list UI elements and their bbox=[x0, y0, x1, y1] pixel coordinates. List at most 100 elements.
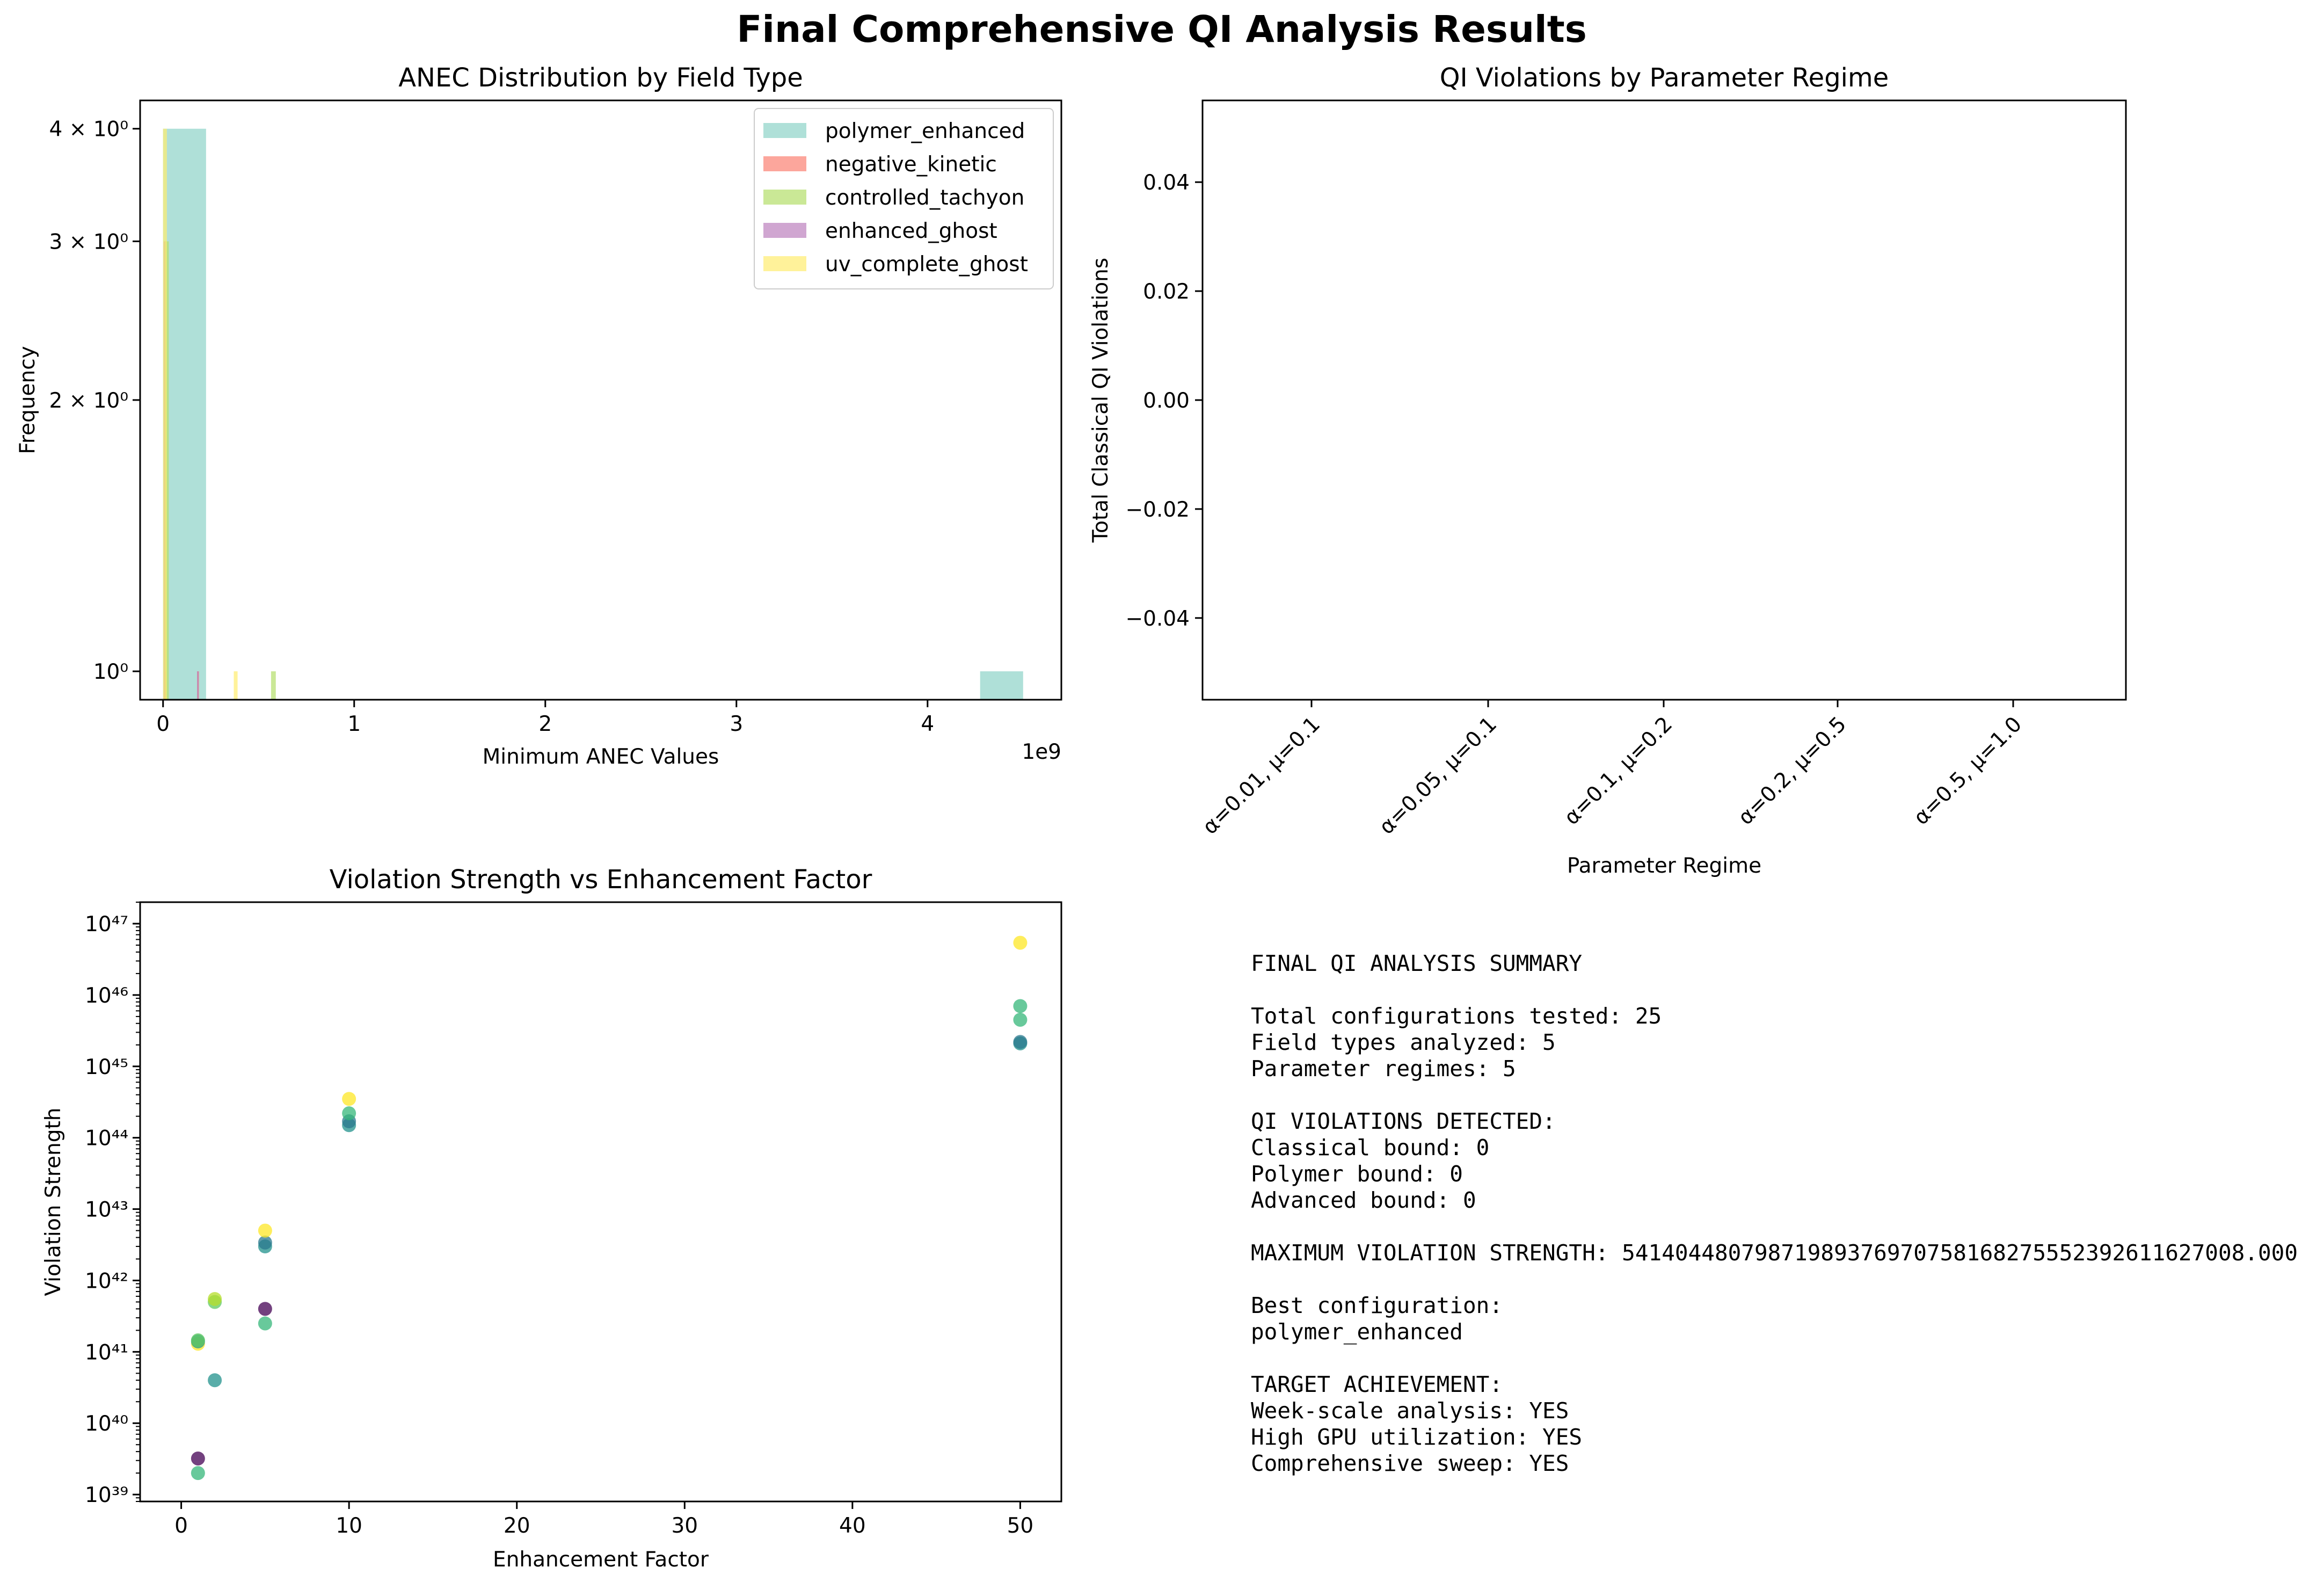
summary-line bbox=[1251, 1345, 2298, 1372]
summary-line: Parameter regimes: 5 bbox=[1251, 1056, 1516, 1082]
histogram-bar bbox=[163, 128, 206, 700]
legend-entry: negative_kinetic bbox=[825, 153, 997, 177]
y-tick-label: 10³⁹ bbox=[85, 1483, 128, 1507]
x-axis-label: Enhancement Factor bbox=[493, 1548, 709, 1572]
anec-histogram-panel: 0 1 2 3 4 10⁰ 2 × 10⁰ 3 × 10⁰ 4 × 10⁰ 1e9 Minimum … bbox=[16, 63, 1062, 769]
summary-line: Advanced bound: 0 bbox=[1251, 1187, 1476, 1213]
x-tick-label: 1 bbox=[347, 712, 361, 736]
x-axis-label: Parameter Regime bbox=[1567, 854, 1761, 878]
figure-title: Final Comprehensive QI Analysis Results bbox=[737, 8, 1587, 51]
histogram-bar bbox=[163, 128, 167, 700]
summary-line: Total configurations tested: 25 bbox=[1251, 1003, 1662, 1029]
x-tick-label: 20 bbox=[504, 1514, 530, 1538]
analysis-summary-panel: FINAL QI ANALYSIS SUMMARY Total configura… bbox=[1251, 951, 2298, 1477]
y-tick-label: 10⁴⁵ bbox=[85, 1055, 128, 1079]
x-tick-label: 4 bbox=[921, 712, 934, 736]
y-tick-label: 4 × 10⁰ bbox=[49, 118, 128, 142]
y-tick-label: 0.04 bbox=[1143, 171, 1190, 195]
y-tick-label: 10⁴⁷ bbox=[85, 912, 128, 937]
y-tick-label: 10⁴² bbox=[85, 1269, 128, 1293]
y-tick-label: 10⁴⁴ bbox=[85, 1127, 128, 1151]
legend-entry: polymer_enhanced bbox=[825, 119, 1025, 143]
y-axis-label: Frequency bbox=[16, 346, 40, 454]
summary-line: Comprehensive sweep: YES bbox=[1251, 1450, 1569, 1476]
summary-line bbox=[1251, 1214, 2298, 1240]
violation-strength-panel: 0 10 20 30 40 50 10³⁹ 10⁴⁰ 10⁴¹ 10⁴² 10⁴³ 10⁴⁴ 10⁴⁵ 1… bbox=[41, 865, 1062, 1572]
y-tick-label: 10⁴⁰ bbox=[85, 1412, 128, 1436]
scatter-point bbox=[342, 1106, 356, 1121]
legend-swatch bbox=[763, 256, 806, 271]
histogram-bar bbox=[234, 671, 238, 700]
y-tick-label: 2 × 10⁰ bbox=[49, 389, 128, 413]
summary-line bbox=[1251, 1266, 2298, 1293]
scatter-axes-frame bbox=[139, 901, 1062, 1503]
summary-line: MAXIMUM VIOLATION STRENGTH: 541404480798… bbox=[1251, 1240, 2298, 1266]
summary-line: polymer_enhanced bbox=[1251, 1319, 1463, 1345]
summary-line: Classical bound: 0 bbox=[1251, 1135, 1490, 1160]
legend-swatch bbox=[763, 223, 806, 238]
summary-line: Best configuration: bbox=[1251, 1293, 1503, 1318]
legend-entry: controlled_tachyon bbox=[825, 186, 1024, 210]
legend-swatch bbox=[763, 123, 806, 138]
x-tick-label: α=0.05, μ=0.1 bbox=[1375, 712, 1502, 839]
legend-entry: uv_complete_ghost bbox=[825, 252, 1028, 277]
scatter-point bbox=[1013, 935, 1028, 950]
scatter-point bbox=[258, 1223, 272, 1238]
x-tick-label: 10 bbox=[336, 1514, 362, 1538]
x-tick-label: 3 bbox=[730, 712, 743, 736]
x-axis-label: Minimum ANEC Values bbox=[483, 745, 719, 769]
bar-axes-frame bbox=[1201, 99, 2127, 701]
y-tick-label: 0.02 bbox=[1143, 280, 1190, 304]
scatter-point bbox=[191, 1451, 205, 1465]
x-tick-label: 30 bbox=[671, 1514, 698, 1538]
x-tick-label: 50 bbox=[1007, 1514, 1034, 1538]
summary-line: Field types analyzed: 5 bbox=[1251, 1029, 1556, 1055]
y-axis-label: Total Classical QI Violations bbox=[1089, 258, 1113, 543]
x-offset-label: 1e9 bbox=[1022, 740, 1061, 764]
summary-line: Week-scale analysis: YES bbox=[1251, 1398, 1569, 1424]
scatter-point bbox=[208, 1373, 222, 1388]
scatter-point bbox=[258, 1302, 272, 1316]
histogram-bar bbox=[271, 671, 276, 700]
scatter-point bbox=[1013, 1012, 1028, 1027]
scatter-point bbox=[208, 1291, 222, 1306]
x-tick-label: 2 bbox=[538, 712, 552, 736]
summary-line: FINAL QI ANALYSIS SUMMARY bbox=[1251, 951, 1583, 976]
x-tick-label: α=0.01, μ=0.1 bbox=[1198, 712, 1325, 839]
summary-line: High GPU utilization: YES bbox=[1251, 1424, 1583, 1450]
x-tick-label: α=0.1, μ=0.2 bbox=[1560, 712, 1677, 830]
histogram-bar bbox=[980, 671, 1023, 700]
summary-line bbox=[1251, 977, 2298, 1003]
scatter-point bbox=[342, 1092, 356, 1106]
histogram-legend: polymer_enhanced negative_kinetic controll… bbox=[754, 108, 1054, 289]
legend-swatch bbox=[763, 190, 806, 205]
scatter-title: Violation Strength vs Enhancement Factor bbox=[330, 865, 872, 895]
x-tick-label: 0 bbox=[174, 1514, 188, 1538]
scatter-point bbox=[191, 1333, 205, 1347]
histogram-title: ANEC Distribution by Field Type bbox=[398, 63, 803, 93]
x-tick-label: α=0.2, μ=0.5 bbox=[1733, 712, 1851, 830]
x-tick-label: 0 bbox=[156, 712, 170, 736]
y-tick-label: 10⁴⁶ bbox=[85, 984, 128, 1008]
x-tick-label: 40 bbox=[839, 1514, 866, 1538]
y-tick-label: 10⁴¹ bbox=[85, 1340, 128, 1365]
scatter-point bbox=[1013, 999, 1028, 1013]
bar-chart-title: QI Violations by Parameter Regime bbox=[1440, 63, 1889, 93]
legend-entry: enhanced_ghost bbox=[825, 219, 997, 243]
summary-line bbox=[1251, 1082, 2298, 1108]
y-tick-label: 0.00 bbox=[1143, 389, 1190, 413]
y-tick-label: 10⁴³ bbox=[85, 1198, 128, 1222]
scatter-point bbox=[1013, 1035, 1028, 1049]
legend-swatch bbox=[763, 156, 806, 171]
y-axis-label: Violation Strength bbox=[41, 1107, 65, 1296]
legend-frame bbox=[754, 108, 1054, 289]
scatter-point bbox=[191, 1466, 205, 1481]
summary-line: QI VIOLATIONS DETECTED: bbox=[1251, 1108, 1556, 1134]
summary-line: TARGET ACHIEVEMENT: bbox=[1251, 1372, 1503, 1397]
histogram-bar bbox=[197, 671, 199, 700]
y-tick-label: 3 × 10⁰ bbox=[49, 230, 128, 254]
y-tick-label: −0.04 bbox=[1125, 607, 1190, 631]
scatter-point bbox=[258, 1235, 272, 1250]
